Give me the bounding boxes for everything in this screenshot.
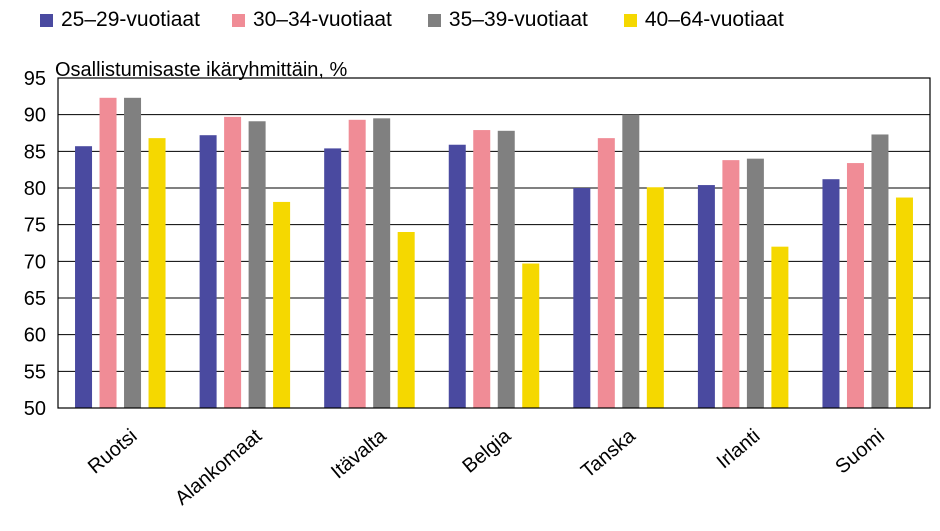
- legend: 25–29-vuotiaat 30–34-vuotiaat 35–39-vuot…: [40, 6, 820, 34]
- bar-tanska-series-3: [646, 187, 664, 408]
- bar-alankomaat-series-3: [273, 201, 291, 408]
- legend-item-30-34: 30–34-vuotiaat: [231, 8, 392, 32]
- y-tick-label: 75: [24, 215, 46, 237]
- x-tick-label-ruotsi: Ruotsi: [84, 425, 142, 478]
- legend-item-25-29: 25–29-vuotiaat: [40, 8, 200, 32]
- bar-irlanti-series-2: [746, 158, 764, 408]
- x-tick-label-tanska: Tanska: [577, 424, 640, 482]
- bar-ruotsi-series-2: [124, 97, 142, 409]
- bar-tanska-series-2: [622, 114, 640, 409]
- bar-ruotsi-series-0: [75, 146, 93, 408]
- bar-itävalta-series-3: [397, 232, 415, 408]
- y-tick-label: 80: [24, 178, 46, 200]
- y-tick-label: 95: [24, 68, 46, 90]
- bar-belgia-series-0: [448, 144, 466, 408]
- bar-alankomaat-series-1: [224, 116, 242, 408]
- bar-alankomaat-series-0: [199, 135, 217, 408]
- legend-item-35-39: 35–39-vuotiaat: [427, 8, 588, 32]
- y-tick-label: 85: [24, 141, 46, 163]
- bar-suomi-series-2: [871, 134, 889, 408]
- bar-belgia-series-3: [522, 263, 540, 408]
- bar-suomi-series-1: [846, 163, 864, 408]
- bar-belgia-series-2: [497, 130, 515, 409]
- gridlines: [58, 77, 930, 409]
- x-tick-label-belgia: Belgia: [458, 424, 515, 477]
- bars: [75, 97, 913, 409]
- legend-swatch-40-64: [623, 13, 637, 27]
- y-tick-label: 50: [24, 398, 46, 420]
- y-tick-label: 70: [24, 251, 46, 273]
- bar-tanska-series-0: [573, 188, 591, 408]
- y-tick-label: 60: [24, 325, 46, 347]
- x-tick-label-suomi: Suomi: [831, 425, 889, 478]
- bar-irlanti-series-0: [697, 185, 715, 408]
- y-tick-label: 55: [24, 361, 46, 383]
- legend-label-25-29: 25–29-vuotiaat: [61, 8, 200, 31]
- y-tick-label: 90: [24, 105, 46, 127]
- plot-frame: [57, 77, 931, 409]
- bar-suomi-series-0: [822, 179, 840, 408]
- bar-ruotsi-series-1: [99, 97, 117, 409]
- bar-irlanti-series-1: [722, 160, 740, 408]
- legend-swatch-35-39: [427, 13, 441, 27]
- x-tick-label-alankomaat: Alankomaat: [171, 425, 266, 510]
- bar-ruotsi-series-3: [148, 138, 166, 408]
- legend-label-35-39: 35–39-vuotiaat: [448, 8, 588, 31]
- legend-swatch-25-29: [40, 13, 53, 27]
- bar-belgia-series-1: [473, 130, 491, 409]
- bar-itävalta-series-1: [348, 119, 366, 409]
- bar-tanska-series-1: [597, 138, 615, 408]
- bar-alankomaat-series-2: [248, 121, 266, 409]
- x-tick-labels: Ruotsi Alankomaat Itävalta Belgia Tanska Irla…: [84, 424, 889, 509]
- bar-suomi-series-3: [895, 197, 913, 408]
- legend-swatch-30-34: [231, 13, 245, 27]
- legend-item-40-64: 40–64-vuotiaat: [623, 8, 784, 32]
- x-tick-label-itävalta: Itävalta: [327, 424, 391, 483]
- y-axis-label: Osallistumisaste ikäryhmittäin, %: [55, 59, 348, 81]
- y-tick-labels: 95 90 85 80 75 70 65 60 55 50: [24, 68, 46, 420]
- bar-itävalta-series-0: [324, 148, 342, 408]
- legend-label-40-64: 40–64-vuotiaat: [644, 8, 784, 31]
- bar-irlanti-series-3: [771, 246, 789, 408]
- x-tick-label-irlanti: Irlanti: [713, 425, 765, 473]
- legend-label-30-34: 30–34-vuotiaat: [252, 8, 392, 31]
- bar-itävalta-series-2: [373, 118, 391, 408]
- y-tick-label: 65: [24, 288, 46, 310]
